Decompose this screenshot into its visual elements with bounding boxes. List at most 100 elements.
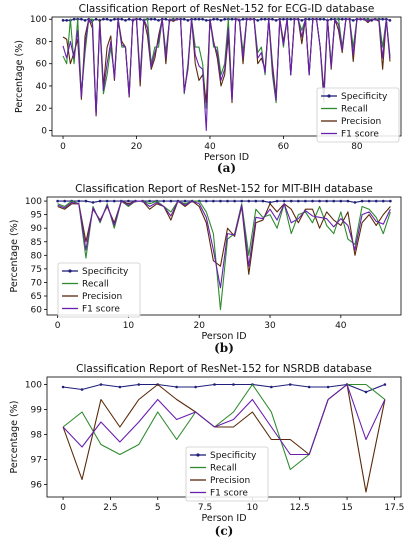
data-point [157,19,160,22]
x-tick-label: 20 [193,321,205,331]
data-point [77,199,81,203]
y-axis-label: Percentage (%) [9,220,20,293]
data-point [383,383,387,386]
chart-title: Classification Report of ResNet-152 for … [75,183,373,195]
y-tick-label: 97 [31,456,42,466]
data-point [260,17,263,21]
chart-2: Classification Report of ResNet-152 for … [9,363,404,538]
y-tick-label: 70 [31,278,43,288]
data-point [307,17,311,21]
data-point [268,201,272,204]
data-point [205,199,208,203]
data-point [98,199,102,203]
data-point [148,199,151,203]
data-point [72,17,76,21]
legend-box [316,87,400,143]
x-tick-label: 17.5 [384,503,404,513]
data-point [247,199,251,203]
data-point [329,17,333,21]
x-tick-label: 5 [155,503,161,513]
data-point [346,199,350,203]
y-tick-label: 90 [31,224,43,234]
x-tick-label: 40 [335,321,347,331]
data-point [182,17,186,21]
data-point [61,19,65,22]
y-tick-label: 100 [25,197,42,207]
data-point [263,17,267,21]
legend-entry: Recall [82,280,109,290]
y-tick-label: 60 [36,60,48,70]
data-point [105,199,109,203]
data-point [120,17,124,21]
x-tick-label: 20 [131,142,143,152]
data-point [297,199,300,203]
y-tick-label: 96 [31,481,43,491]
data-point [223,17,226,21]
series-line-2 [57,200,391,275]
data-point [353,201,357,204]
data-point [127,199,130,203]
data-point [84,199,88,203]
data-point [233,199,236,203]
x-tick-label: 30 [264,321,276,331]
data-point [304,199,307,203]
data-point [325,199,328,203]
data-point [256,19,260,22]
y-tick-label: 85 [31,238,42,248]
x-tick-label: 10 [247,503,259,513]
y-tick-label: 80 [36,37,48,47]
data-point [153,17,157,21]
series-line-3 [62,18,391,131]
legend-entry: Precision [82,292,122,302]
data-point [63,199,66,203]
legend-box [57,262,141,318]
plot-frame [51,16,402,137]
data-point [112,199,116,203]
y-tick-label: 100 [25,381,42,391]
y-tick-label: 100 [30,15,47,25]
x-tick-label: 0 [60,142,66,152]
data-point [169,199,173,203]
data-point [326,385,330,389]
y-tick-label: 65 [31,292,42,302]
y-tick-label: 0 [41,126,47,136]
data-point [99,383,103,386]
legend-entry: Recall [210,464,237,474]
data-point [124,19,127,22]
data-point [254,199,258,203]
data-point [374,199,378,203]
y-axis-label: Percentage (%) [9,401,20,474]
data-point [162,199,166,203]
y-tick-label: 40 [36,82,48,92]
data-point [83,19,87,22]
data-point [311,199,314,203]
data-point [194,385,197,389]
data-point [94,17,98,21]
x-tick-label: 0 [55,321,61,331]
x-tick-label: 2.5 [103,503,117,513]
legend-box [185,446,269,502]
data-point [183,199,187,203]
y-tick-label: 60 [31,306,43,316]
data-point [307,385,311,389]
x-tick-label: 15 [341,503,352,513]
chart-1: Classification Report of ResNet-152 for … [9,183,402,355]
data-point [164,17,168,21]
data-point [232,383,235,386]
legend-entry: Recall [341,105,368,115]
data-point [80,388,84,391]
data-point [193,17,197,21]
data-point [219,199,222,203]
chart-title: Classification Report of ResNet-152 for … [79,3,375,15]
data-point [289,199,293,203]
y-tick-label: 20 [36,104,48,114]
series-line-1 [57,200,391,311]
x-axis-label: Person ID [201,331,246,342]
data-point [56,199,59,203]
data-point [275,199,279,203]
x-tick-label: 80 [351,142,363,152]
data-point [388,19,392,22]
x-tick-label: 12.5 [290,503,310,513]
